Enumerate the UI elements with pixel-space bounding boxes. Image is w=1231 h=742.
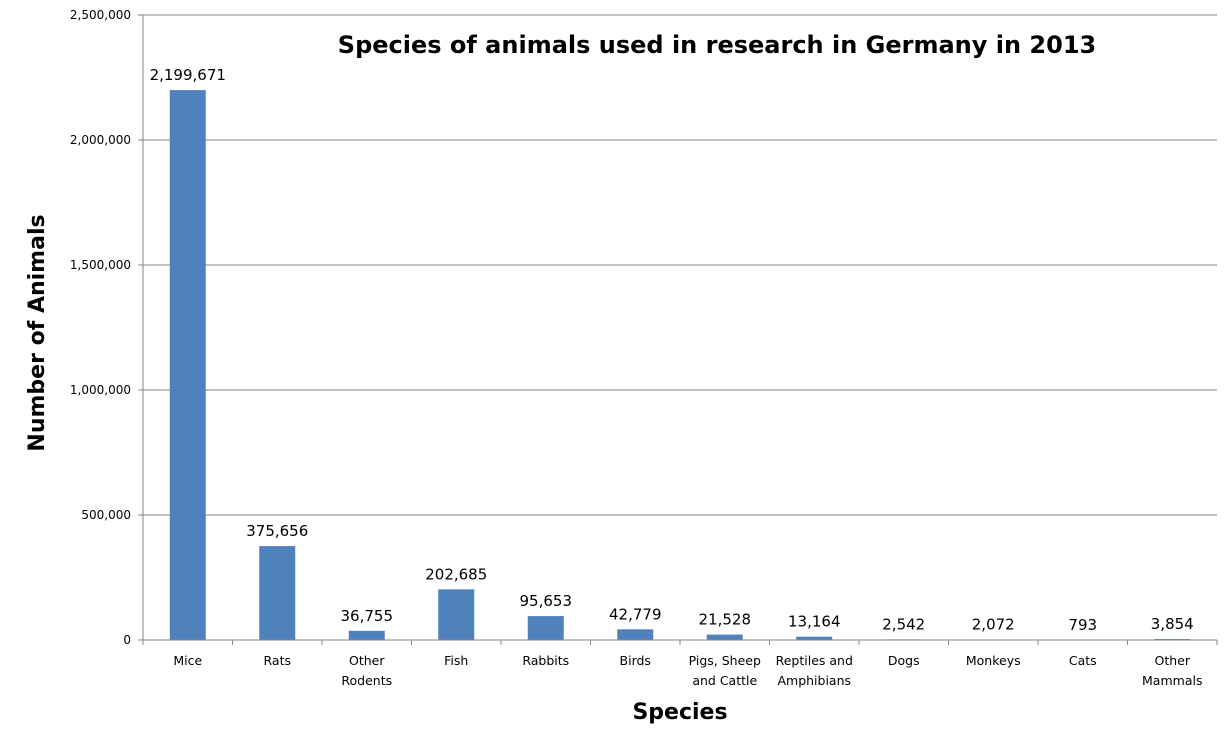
x-category-label: Rats [264,653,291,668]
data-label: 36,755 [341,607,394,625]
y-axis-label: Number of Animals [25,214,50,451]
x-category-label: Monkeys [966,653,1021,668]
data-label: 95,653 [520,592,573,610]
data-label: 13,164 [788,613,841,631]
y-tick-label: 2,500,000 [70,8,131,22]
x-category-label: Other [349,653,385,668]
x-category-label: and Cattle [692,673,757,688]
bar [706,634,743,640]
x-category-label: Cats [1069,653,1097,668]
y-tick-label: 1,000,000 [70,383,131,397]
x-axis-label: Species [632,700,727,725]
x-category-label: Rabbits [522,653,569,668]
data-label: 42,779 [609,605,662,623]
chart-title: Species of animals used in research in G… [338,31,1096,59]
x-category-label: Mammals [1142,673,1202,688]
x-category-label: Amphibians [777,673,851,688]
bar [617,629,654,640]
y-tick-label: 1,500,000 [70,258,131,272]
gridlines [143,14,1217,516]
x-category-labels: Mice Rats Other Rodents Fish Rabbits Birds Pigs… [173,653,1202,688]
axes [138,14,1218,645]
bar [527,616,564,640]
data-label: 793 [1068,616,1097,634]
y-tick-label: 500,000 [81,508,131,522]
data-label: 3,854 [1151,615,1194,633]
data-label: 2,542 [882,615,925,633]
bar [169,90,206,640]
x-category-label: Pigs, Sheep [689,653,761,668]
x-category-label: Fish [444,653,468,668]
bars [169,90,1191,640]
y-tick-label: 2,000,000 [70,133,131,147]
bar [259,546,296,640]
data-labels: 2,199,671 375,656 36,755 202,685 95,653 42,77… [150,66,1194,634]
data-label: 2,199,671 [150,66,226,84]
x-category-label: Reptiles and [776,653,853,668]
data-label: 202,685 [425,565,487,583]
data-label: 375,656 [246,522,308,540]
x-category-label: Mice [173,653,202,668]
data-label: 21,528 [699,611,752,629]
x-category-label: Rodents [341,673,392,688]
bar [438,589,475,640]
y-tick-label: 0 [123,633,131,647]
bar [796,636,833,640]
y-tick-labels: 0 500,000 1,000,000 1,500,000 2,000,000 2,500… [70,8,131,647]
x-category-label: Other [1155,653,1191,668]
bar [348,630,385,640]
x-category-label: Birds [620,653,651,668]
x-category-label: Dogs [888,653,920,668]
data-label: 2,072 [972,615,1015,633]
